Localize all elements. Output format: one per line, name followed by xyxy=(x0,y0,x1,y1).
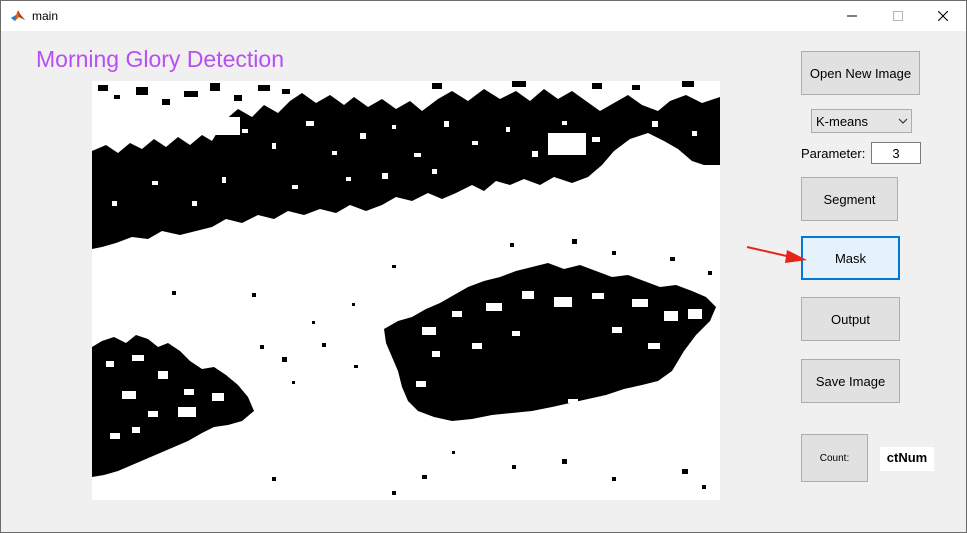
open-new-image-button[interactable]: Open New Image xyxy=(801,51,920,95)
red-arrow-icon xyxy=(746,246,807,263)
parameter-input[interactable] xyxy=(871,142,921,164)
count-button[interactable]: Count: xyxy=(801,434,868,482)
close-icon xyxy=(938,11,948,21)
app-heading: Morning Glory Detection xyxy=(36,46,284,72)
method-select-value: K-means xyxy=(816,114,869,129)
mask-button[interactable]: Mask xyxy=(801,236,900,280)
title-bar[interactable]: main xyxy=(1,1,966,31)
count-value: ctNum xyxy=(880,447,934,471)
maximize-icon xyxy=(893,11,903,21)
matlab-app-icon xyxy=(10,8,26,24)
method-select[interactable]: K-means xyxy=(811,109,912,133)
chevron-down-icon xyxy=(898,118,908,124)
maximize-button[interactable] xyxy=(875,1,921,31)
window-title: main xyxy=(32,9,59,23)
minimize-icon xyxy=(847,15,857,17)
parameter-label: Parameter: xyxy=(801,146,866,161)
save-image-button[interactable]: Save Image xyxy=(801,359,900,403)
mask-image-display xyxy=(92,81,720,500)
minimize-button[interactable] xyxy=(829,1,875,31)
binary-mask-image xyxy=(92,81,720,500)
segment-button[interactable]: Segment xyxy=(801,177,898,221)
close-button[interactable] xyxy=(920,1,966,31)
output-button[interactable]: Output xyxy=(801,297,900,341)
